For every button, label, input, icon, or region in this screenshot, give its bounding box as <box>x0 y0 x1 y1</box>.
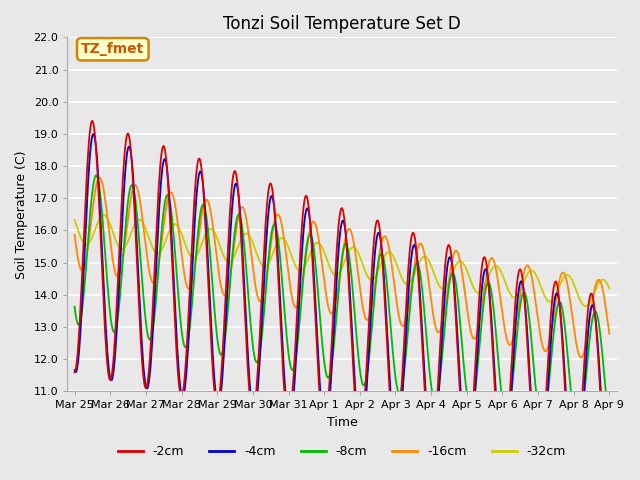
X-axis label: Time: Time <box>326 416 357 429</box>
Y-axis label: Soil Temperature (C): Soil Temperature (C) <box>15 150 28 278</box>
Legend: -2cm, -4cm, -8cm, -16cm, -32cm: -2cm, -4cm, -8cm, -16cm, -32cm <box>113 440 571 463</box>
Text: TZ_fmet: TZ_fmet <box>81 42 145 56</box>
Title: Tonzi Soil Temperature Set D: Tonzi Soil Temperature Set D <box>223 15 461 33</box>
